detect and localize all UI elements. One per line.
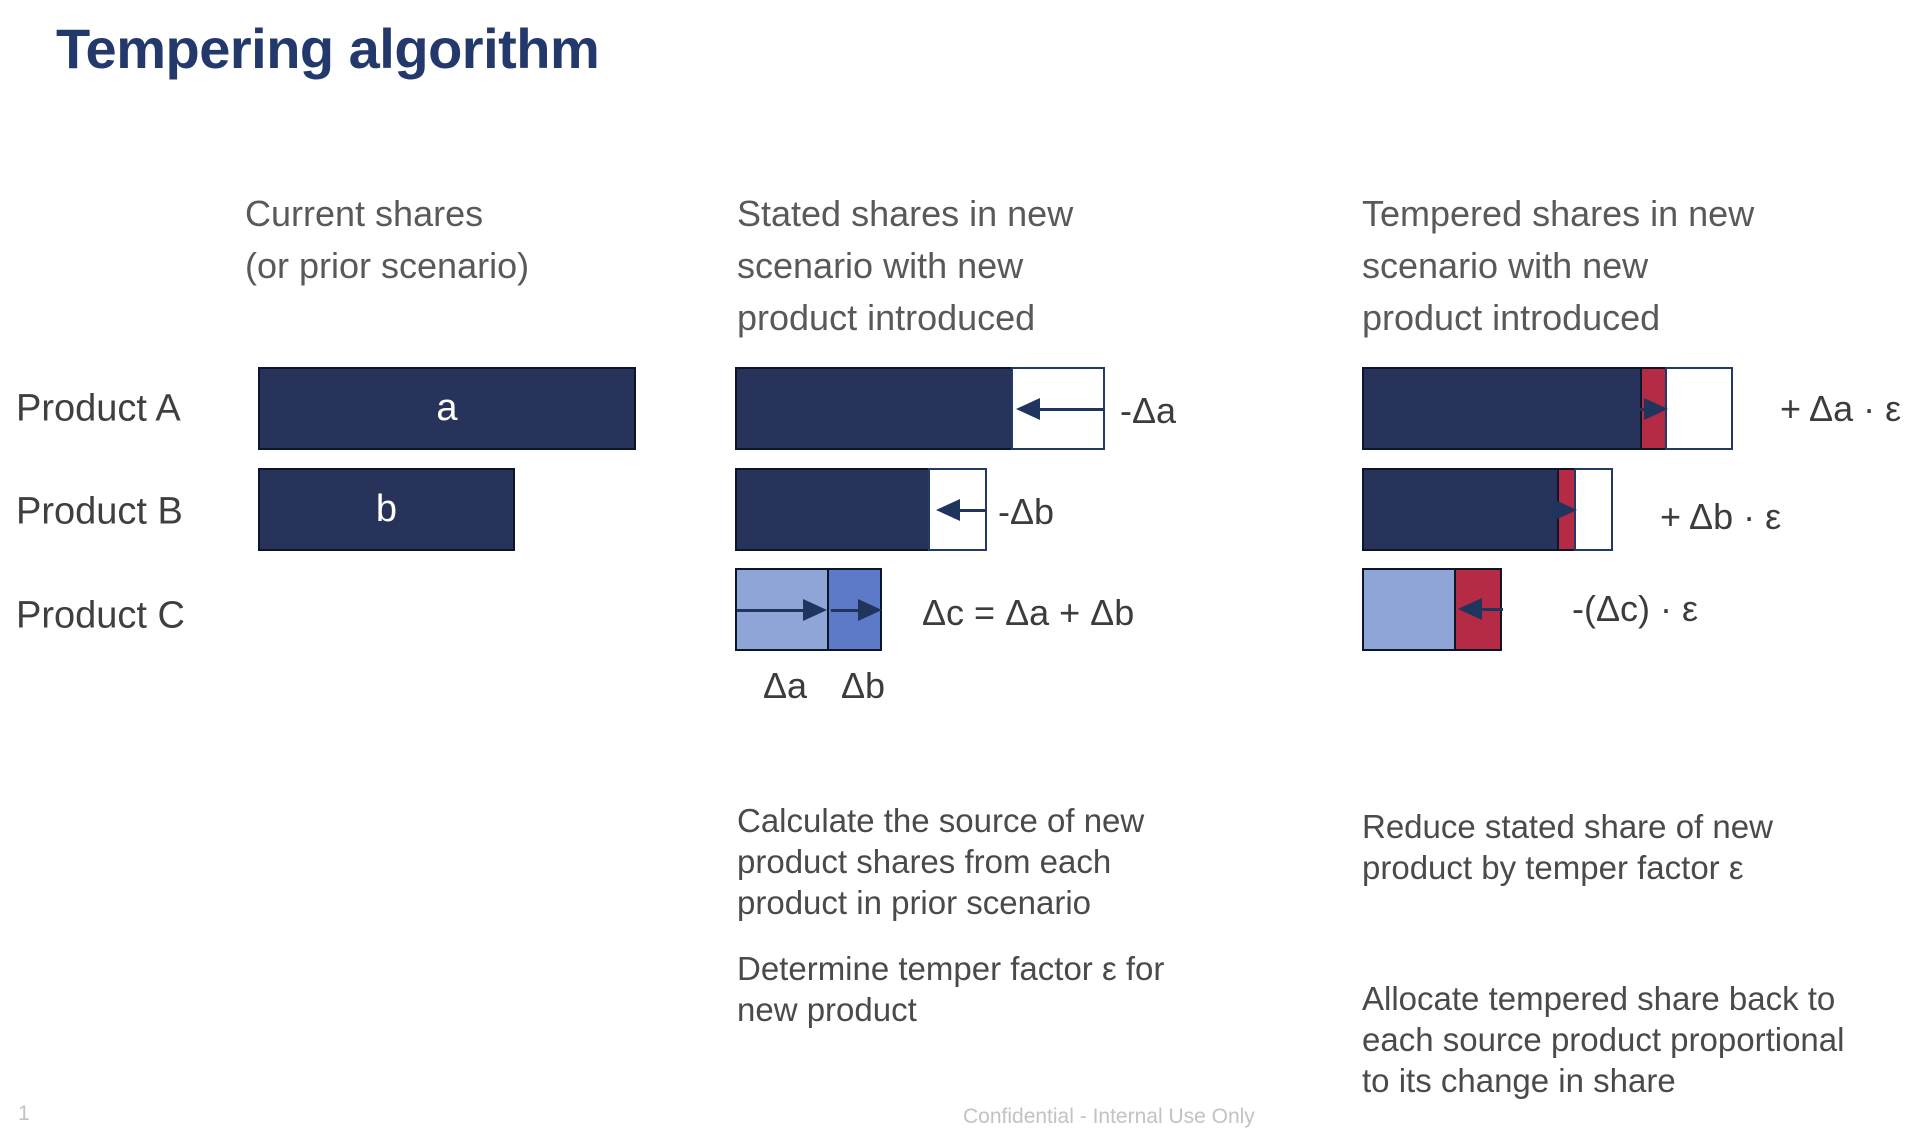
bar-tempered-product-c-segment-light_blue: [1362, 568, 1456, 651]
stated-c-source-a-arrow-icon: [737, 598, 827, 622]
bar-tempered-product-a: [1362, 367, 1733, 450]
bar-tempered-product-a-segment-white: [1665, 367, 1733, 450]
confidentiality-notice: Confidential - Internal Use Only: [963, 1105, 1255, 1128]
label-minus-delta-c-eps: -(Δc) · ε: [1572, 588, 1699, 629]
bar-current-product-b-value-label: b: [375, 488, 398, 530]
bar-stated-product-b-segment-navy: [735, 468, 930, 551]
bar-current-product-b: b: [258, 468, 515, 551]
note-tempered-reduce-share: Reduce stated share of new product by te…: [1362, 808, 1773, 886]
bar-current-product-a-value-label: a: [436, 387, 458, 429]
stated-b-reduction-arrow-icon: [936, 498, 987, 522]
stated-a-reduction-arrow-icon: [1016, 397, 1105, 421]
label-minus-delta-a: -Δa: [1120, 390, 1177, 431]
page-number: 1: [18, 1102, 30, 1125]
note-stated-calculate-source: Calculate the source of new product shar…: [737, 802, 1145, 921]
label-plus-delta-b-eps: + Δb · ε: [1660, 496, 1782, 537]
bar-current-product-b-segment-navy: b: [258, 468, 515, 551]
bar-tempered-product-b-segment-navy: [1362, 468, 1559, 551]
label-delta-b-source: Δb: [841, 665, 886, 706]
bar-tempered-product-b-segment-white: [1574, 468, 1613, 551]
note-stated-determine-temper-factor: Determine temper factor ε for new produc…: [737, 950, 1165, 1028]
bar-current-product-a-segment-navy: a: [258, 367, 636, 450]
label-delta-a-source: Δa: [763, 665, 808, 706]
label-minus-delta-b: -Δb: [998, 491, 1055, 532]
note-tempered-allocate-back: Allocate tempered share back to each sou…: [1362, 980, 1845, 1099]
bar-tempered-product-a-segment-navy: [1362, 367, 1642, 450]
row-label-product-b: Product B: [16, 490, 183, 533]
column-header-tempered-shares: Tempered shares in new scenario with new…: [1362, 193, 1755, 338]
tempered-c-reduction-arrow-icon: [1458, 597, 1503, 621]
row-label-product-a: Product A: [16, 387, 181, 430]
tempered-b-giveback-arrow-icon: [1545, 498, 1577, 522]
column-header-stated-shares: Stated shares in new scenario with new p…: [737, 193, 1074, 338]
stated-c-source-b-arrow-icon: [831, 598, 882, 622]
column-header-current-shares: Current shares (or prior scenario): [245, 193, 530, 286]
label-plus-delta-a-eps: + Δa · ε: [1780, 388, 1902, 429]
tempered-a-giveback-arrow-icon: [1620, 397, 1668, 421]
page-title: Tempering algorithm: [56, 17, 600, 80]
bar-current-product-a: a: [258, 367, 636, 450]
bar-stated-product-a-segment-navy: [735, 367, 1013, 450]
row-label-product-c: Product C: [16, 594, 185, 637]
label-delta-c-equation: Δc = Δa + Δb: [922, 592, 1135, 633]
